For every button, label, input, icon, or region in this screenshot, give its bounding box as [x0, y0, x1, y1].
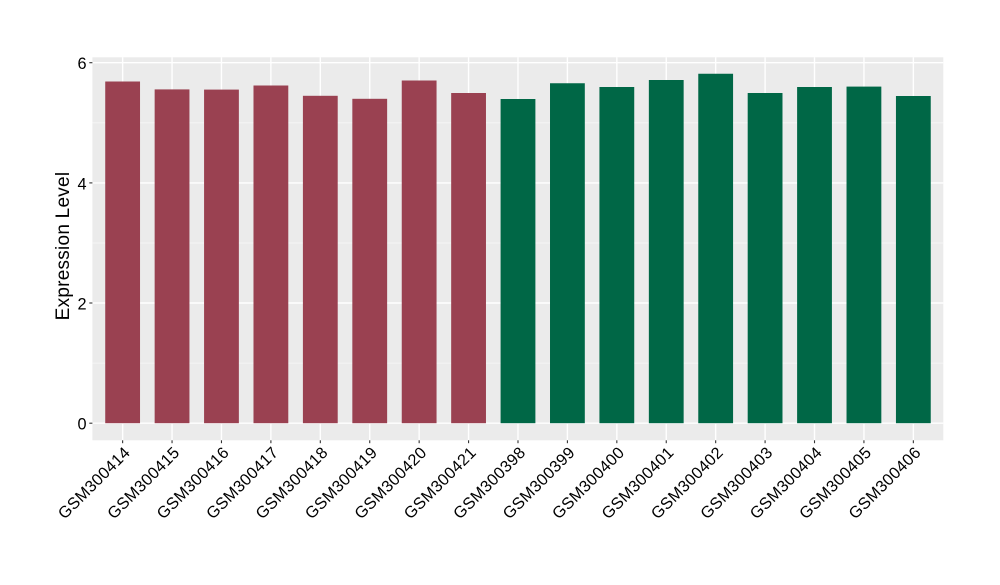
svg-text:6: 6 — [78, 55, 87, 73]
svg-text:4: 4 — [78, 175, 87, 193]
svg-text:Expression Level: Expression Level — [53, 172, 74, 321]
svg-text:0: 0 — [78, 416, 87, 434]
svg-text:2: 2 — [78, 295, 87, 313]
